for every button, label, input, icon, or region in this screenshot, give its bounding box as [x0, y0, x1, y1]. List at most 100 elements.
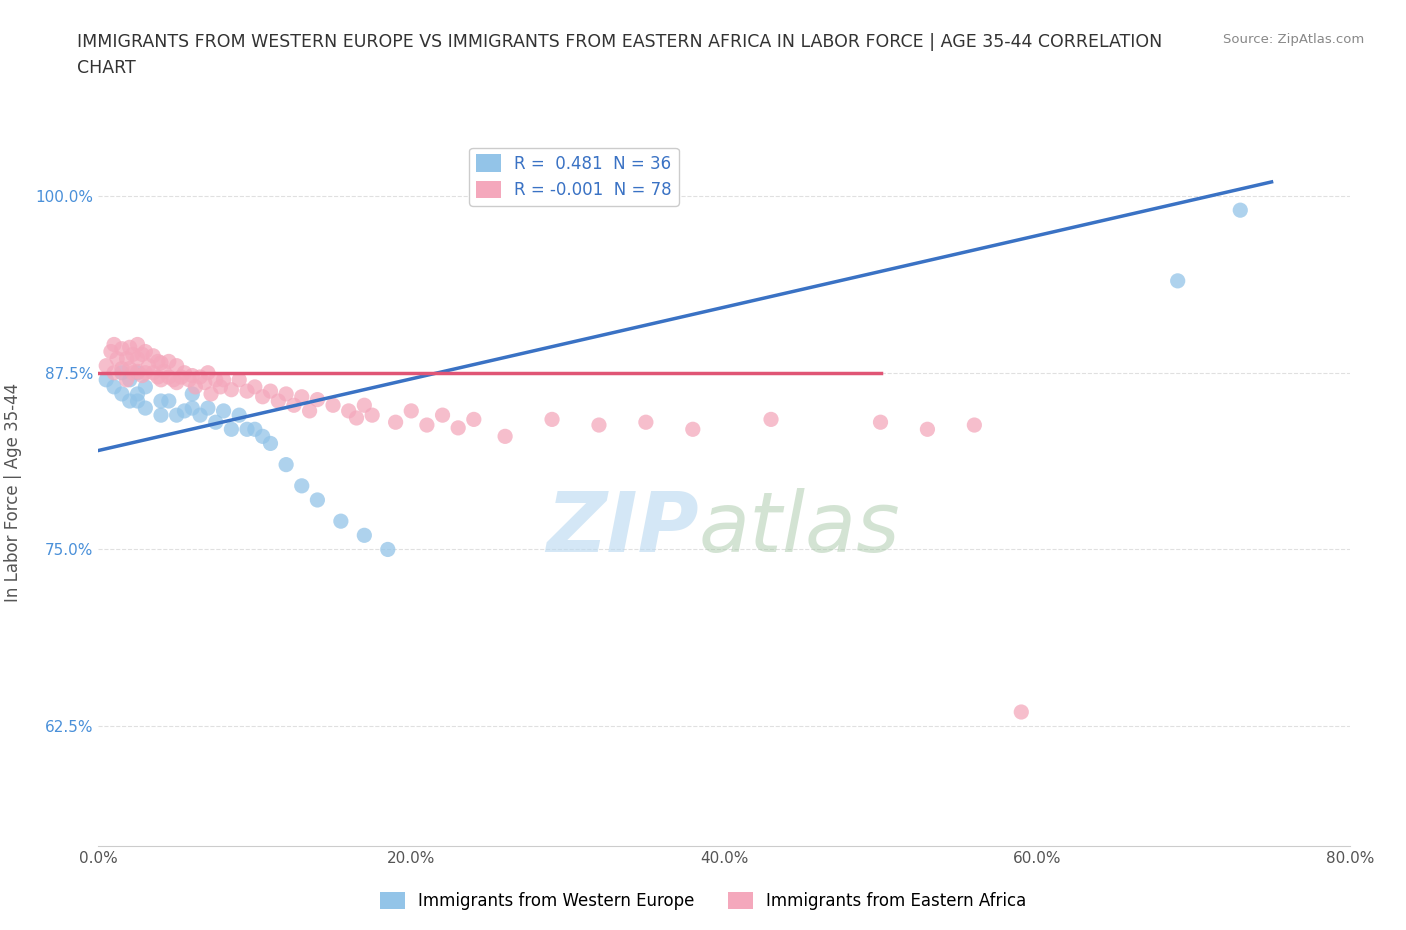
Point — [634, 415, 657, 430]
Point — [166, 358, 188, 373]
Point — [96, 372, 118, 387]
Point — [134, 344, 156, 359]
Point — [869, 415, 891, 430]
Point — [118, 393, 141, 408]
Point — [274, 387, 298, 402]
Point — [759, 412, 782, 427]
Point — [134, 401, 156, 416]
Point — [209, 379, 232, 394]
Point — [173, 365, 195, 380]
Point — [138, 358, 160, 373]
Point — [259, 436, 281, 451]
Point — [1229, 203, 1251, 218]
Point — [181, 368, 204, 383]
Point — [588, 418, 610, 432]
Point — [170, 369, 193, 384]
Point — [307, 392, 329, 407]
Point — [541, 412, 564, 427]
Text: IMMIGRANTS FROM WESTERN EUROPE VS IMMIGRANTS FROM EASTERN AFRICA IN LABOR FORCE : IMMIGRANTS FROM WESTERN EUROPE VS IMMIGR… — [77, 33, 1163, 77]
Point — [111, 365, 134, 380]
Text: Source: ZipAtlas.com: Source: ZipAtlas.com — [1223, 33, 1364, 46]
Point — [184, 379, 207, 394]
Point — [682, 422, 704, 437]
Point — [127, 387, 149, 402]
Point — [121, 365, 143, 380]
Point — [111, 387, 134, 402]
Point — [146, 369, 169, 384]
Point — [162, 372, 184, 387]
Point — [127, 393, 149, 408]
Point — [103, 365, 125, 380]
Point — [204, 372, 226, 387]
Point — [150, 407, 173, 422]
Point — [494, 429, 516, 444]
Point — [197, 365, 219, 380]
Point — [329, 513, 352, 528]
Point — [157, 354, 180, 369]
Point — [111, 361, 134, 376]
Point — [236, 384, 259, 399]
Point — [291, 478, 314, 493]
Point — [118, 361, 141, 376]
Point — [134, 379, 156, 394]
Point — [228, 407, 250, 422]
Point — [377, 542, 399, 557]
Point — [157, 369, 180, 384]
Point — [200, 387, 222, 402]
Point — [243, 379, 266, 394]
Point — [917, 422, 939, 437]
Point — [447, 420, 470, 435]
Point — [322, 398, 344, 413]
Point — [103, 379, 125, 394]
Point — [111, 341, 134, 356]
Point — [204, 415, 226, 430]
Point — [166, 407, 188, 422]
Point — [298, 404, 321, 418]
Point — [252, 390, 274, 405]
Point — [346, 410, 368, 425]
Y-axis label: In Labor Force | Age 35-44: In Labor Force | Age 35-44 — [4, 383, 21, 603]
Point — [291, 390, 314, 405]
Point — [463, 412, 485, 427]
Point — [197, 401, 219, 416]
Point — [150, 372, 173, 387]
Point — [221, 382, 243, 397]
Point — [188, 369, 211, 384]
Point — [1010, 705, 1032, 720]
Legend: Immigrants from Western Europe, Immigrants from Eastern Africa: Immigrants from Western Europe, Immigran… — [373, 885, 1033, 917]
Point — [963, 418, 986, 432]
Point — [127, 365, 149, 380]
Point — [1167, 273, 1189, 288]
Legend: R =  0.481  N = 36, R = -0.001  N = 78: R = 0.481 N = 36, R = -0.001 N = 78 — [470, 148, 679, 206]
Point — [283, 398, 305, 413]
Point — [267, 393, 290, 408]
Point — [131, 347, 153, 362]
Point — [432, 407, 454, 422]
Point — [353, 398, 375, 413]
Point — [118, 372, 141, 387]
Point — [221, 422, 243, 437]
Point — [194, 375, 217, 390]
Point — [118, 339, 141, 354]
Point — [157, 393, 180, 408]
Point — [228, 372, 250, 387]
Point — [252, 429, 274, 444]
Point — [115, 372, 138, 387]
Point — [127, 352, 149, 366]
Point — [243, 422, 266, 437]
Text: atlas: atlas — [699, 487, 901, 569]
Point — [150, 355, 173, 370]
Point — [121, 347, 143, 362]
Point — [353, 528, 375, 543]
Point — [105, 352, 128, 366]
Point — [259, 384, 281, 399]
Point — [142, 365, 165, 380]
Point — [307, 493, 329, 508]
Point — [361, 407, 384, 422]
Point — [142, 349, 165, 364]
Point — [274, 458, 298, 472]
Point — [146, 354, 169, 369]
Point — [166, 375, 188, 390]
Point — [103, 337, 125, 352]
Point — [181, 387, 204, 402]
